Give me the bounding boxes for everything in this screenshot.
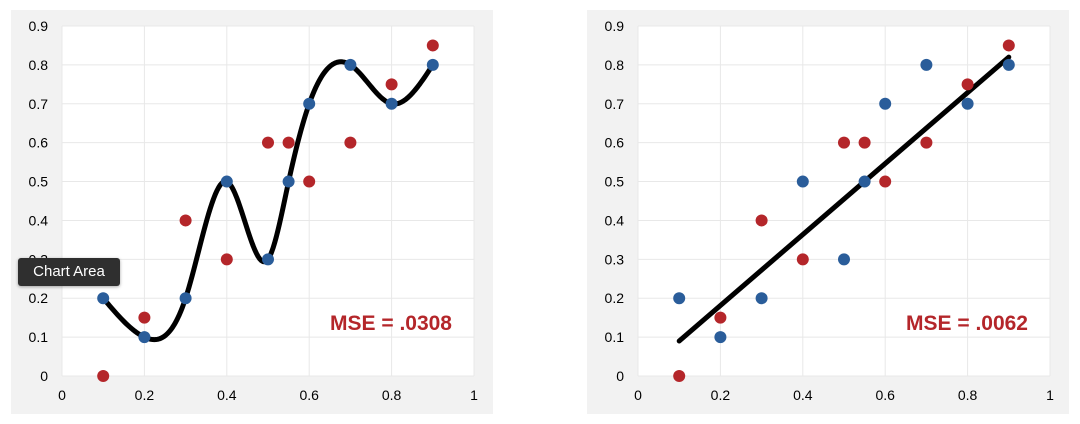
red-data-point bbox=[879, 175, 892, 188]
y-tick-label: 0.1 bbox=[29, 329, 49, 345]
chart-area-right[interactable]: 0 0.2 0.4 0.6 0.8 1 0 0.1 0.2 0.3 0.4 0.5 0.6 0.7 0.8 0… bbox=[587, 10, 1069, 414]
blue-data-point bbox=[714, 331, 727, 344]
blue-data-point bbox=[673, 292, 686, 305]
x-tick-label: 0.2 bbox=[135, 387, 155, 403]
y-tick-label: 0.6 bbox=[605, 135, 625, 151]
red-data-point bbox=[138, 311, 151, 324]
y-tick-label: 0.7 bbox=[605, 96, 625, 112]
chart-area-left[interactable]: 00.20.40.60.8100.10.20.30.40.50.60.70.80… bbox=[11, 10, 493, 414]
y-tick-label: 0.4 bbox=[605, 212, 625, 228]
blue-data-point bbox=[220, 175, 233, 188]
blue-data-point bbox=[961, 97, 974, 110]
blue-data-point bbox=[838, 253, 850, 266]
red-data-point bbox=[344, 136, 357, 149]
y-tick-label: 0.1 bbox=[605, 329, 625, 345]
y-tick-label: 0.2 bbox=[29, 290, 49, 306]
mse-annotation: MSE = .0308 bbox=[330, 312, 452, 335]
y-tick-label: 0.2 bbox=[605, 290, 625, 306]
blue-data-point bbox=[303, 97, 316, 110]
blue-data-point bbox=[138, 331, 151, 344]
x-tick-label: 0.8 bbox=[958, 387, 978, 403]
scatter-chart-linear-fit: 0 0.2 0.4 0.6 0.8 1 0 0.1 0.2 0.3 0.4 0.5 0.6 0.7 0.8 0… bbox=[605, 18, 1055, 403]
y-tick-label: 0 bbox=[616, 368, 624, 384]
y-tick-label: 0.9 bbox=[29, 18, 49, 34]
blue-data-point bbox=[262, 253, 274, 266]
red-data-point bbox=[961, 78, 974, 91]
red-data-point bbox=[920, 136, 933, 149]
x-tick-label: 0 bbox=[58, 387, 66, 403]
red-data-point bbox=[262, 136, 274, 149]
y-tick-label: 0.4 bbox=[29, 212, 49, 228]
x-tick-label: 0.6 bbox=[299, 387, 319, 403]
blue-data-point bbox=[344, 58, 357, 71]
mse-annotation: MSE = .0062 bbox=[906, 312, 1028, 335]
x-tick-label: 0.4 bbox=[217, 387, 237, 403]
x-tick-label: 1 bbox=[1046, 387, 1054, 403]
red-data-point bbox=[1002, 39, 1015, 52]
red-data-point bbox=[714, 311, 727, 324]
y-tick-label: 0.5 bbox=[29, 174, 49, 190]
red-data-point bbox=[220, 253, 233, 266]
blue-data-point bbox=[755, 292, 768, 305]
blue-data-point bbox=[858, 175, 871, 188]
x-tick-label: 0.2 bbox=[711, 387, 731, 403]
plot-area bbox=[62, 26, 474, 376]
blue-data-point bbox=[179, 292, 192, 305]
blue-data-point bbox=[920, 58, 933, 71]
y-tick-label: 0 bbox=[40, 368, 48, 384]
blue-data-point bbox=[385, 97, 398, 110]
x-tick-label: 1 bbox=[470, 387, 478, 403]
y-tick-label: 0.6 bbox=[29, 135, 49, 151]
x-tick-label: 0.8 bbox=[382, 387, 402, 403]
red-data-point bbox=[303, 175, 316, 188]
blue-data-point bbox=[426, 58, 439, 71]
red-data-point bbox=[796, 253, 809, 266]
red-data-point bbox=[673, 370, 686, 382]
red-data-point bbox=[282, 136, 295, 149]
x-tick-label: 0.4 bbox=[793, 387, 813, 403]
fit-line bbox=[676, 54, 1012, 344]
y-tick-label: 0.8 bbox=[29, 57, 49, 73]
x-tick-label: 0.6 bbox=[875, 387, 895, 403]
y-tick-label: 0.7 bbox=[29, 96, 49, 112]
chart-area-tooltip: Chart Area bbox=[18, 258, 120, 286]
blue-data-point bbox=[1002, 58, 1015, 71]
y-tick-label: 0.3 bbox=[605, 251, 625, 267]
blue-data-point bbox=[796, 175, 809, 188]
scatter-chart-overfit: 00.20.40.60.8100.10.20.30.40.50.60.70.80… bbox=[29, 18, 479, 403]
red-data-point bbox=[179, 214, 192, 227]
y-tick-label: 0.9 bbox=[605, 18, 625, 34]
blue-data-point bbox=[97, 292, 110, 305]
red-data-point bbox=[838, 136, 850, 149]
red-data-point bbox=[755, 214, 768, 227]
x-tick-label: 0 bbox=[634, 387, 642, 403]
red-data-point bbox=[97, 370, 110, 382]
red-data-point bbox=[385, 78, 398, 91]
y-tick-label: 0.8 bbox=[605, 57, 625, 73]
red-data-point bbox=[858, 136, 871, 149]
blue-data-point bbox=[879, 97, 892, 110]
red-data-point bbox=[426, 39, 439, 52]
blue-data-point bbox=[282, 175, 295, 188]
y-tick-label: 0.5 bbox=[605, 174, 625, 190]
